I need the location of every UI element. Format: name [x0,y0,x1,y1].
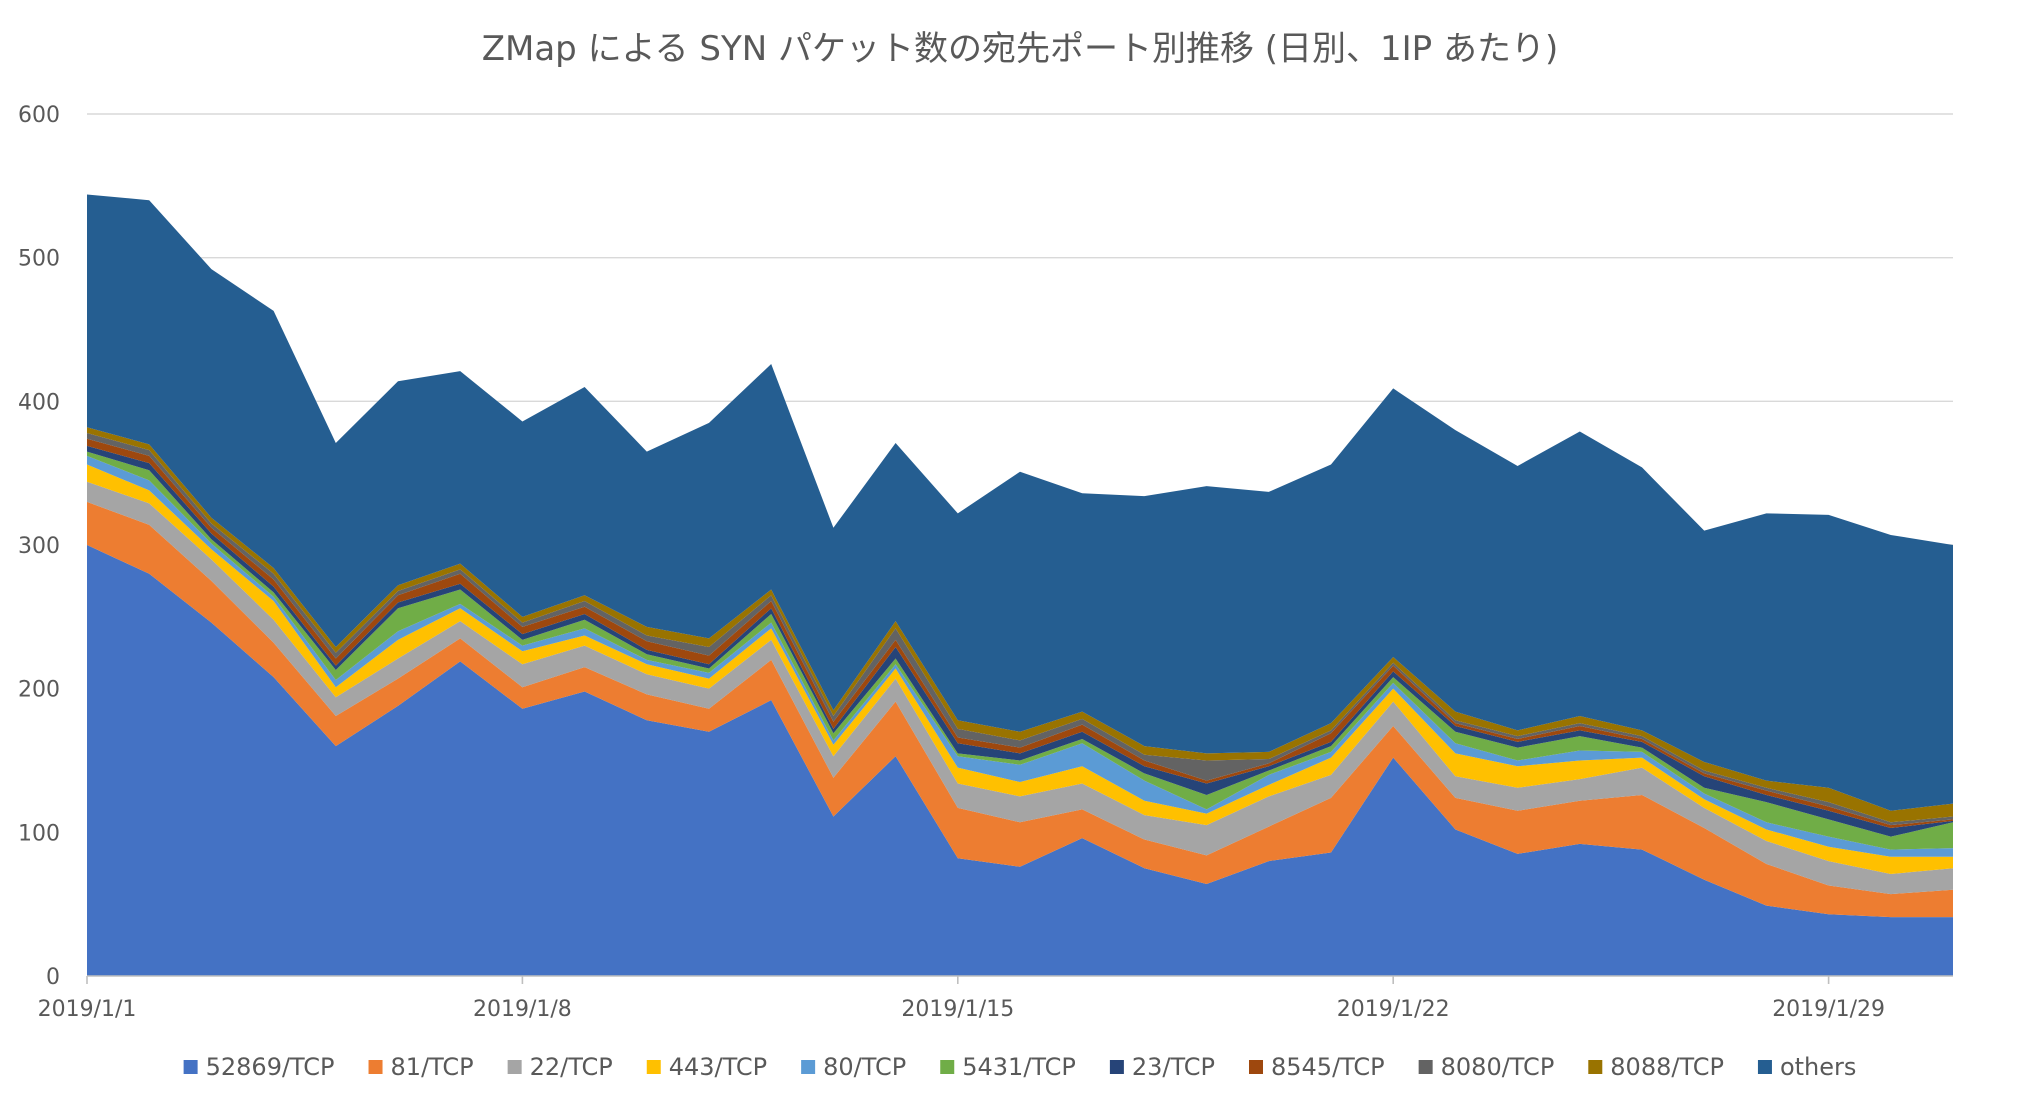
axes: 0 100 200 300 400 500 600 2019/1/1 2019/1/8 2019/… [18,103,1953,1022]
legend-swatch [183,1060,198,1074]
y-tick-label: 200 [18,678,60,703]
y-tick-label: 400 [18,390,60,415]
legend-item: 52869/TCP [183,1053,335,1081]
area-series [87,194,1953,976]
legend-item: 5431/TCP [940,1053,1076,1081]
x-tick-label: 2019/1/29 [1772,997,1885,1022]
legend-item: 22/TCP [507,1053,613,1081]
legend-label: 81/TCP [391,1053,474,1081]
legend-swatch [368,1060,383,1074]
legend-swatch [646,1060,661,1074]
area-81-tcp [87,501,1953,918]
chart-title: ZMap による SYN パケット数の宛先ポート別推移 (日別、1IP あたり) [482,29,1559,69]
legend-item: others [1757,1053,1856,1081]
area-23-tcp [87,445,1953,837]
legend-swatch [801,1060,816,1074]
legend-swatch [940,1060,955,1074]
legend-swatch [1248,1060,1263,1074]
legend-swatch [507,1060,522,1074]
area-8080-tcp [87,432,1953,826]
x-tick-label: 2019/1/1 [38,997,137,1022]
area-443-tcp [87,464,1953,874]
legend-item: 80/TCP [801,1053,906,1081]
legend-label: 22/TCP [530,1053,613,1081]
area-others [87,194,1953,811]
legend-label: 23/TCP [1132,1053,1215,1081]
legend-label: 443/TCP [669,1053,767,1081]
y-tick-label: 600 [18,103,60,128]
area-5431-tcp [87,451,1953,850]
legend-item: 81/TCP [368,1053,474,1081]
legend-item: 443/TCP [646,1053,767,1081]
y-tick-label: 300 [18,534,60,559]
y-tick-label: 500 [18,247,60,272]
area-80-tcp [87,455,1953,857]
legend-label: 80/TCP [823,1053,906,1081]
legend-swatch [1588,1060,1603,1074]
legend-label: 5431/TCP [962,1053,1076,1081]
area-22-tcp [87,481,1953,895]
legend-swatch [1757,1060,1772,1074]
y-tick-label: 100 [18,821,60,846]
legend-swatch [1418,1060,1433,1074]
legend-label: 52869/TCP [206,1053,335,1081]
y-tick-label: 0 [46,965,60,990]
legend-label: 8088/TCP [1610,1053,1724,1081]
legend-item: 8088/TCP [1588,1053,1724,1081]
legend: 52869/TCP 81/TCP 22/TCP 443/TCP 80/TCP 5431/T… [183,1053,1856,1081]
legend-label: 8080/TCP [1441,1053,1555,1081]
x-tick-label: 2019/1/15 [901,997,1014,1022]
area-52869-tcp [87,545,1953,976]
area-8088-tcp [87,427,1953,823]
legend-swatch [1109,1060,1124,1074]
area-8545-tcp [87,438,1953,829]
legend-item: 23/TCP [1109,1053,1215,1081]
legend-label: others [1780,1053,1856,1081]
x-tick-label: 2019/1/8 [473,997,572,1022]
legend-item: 8545/TCP [1248,1053,1385,1081]
legend-label: 8545/TCP [1271,1053,1385,1081]
x-tick-label: 2019/1/22 [1337,997,1450,1022]
legend-item: 8080/TCP [1418,1053,1555,1081]
